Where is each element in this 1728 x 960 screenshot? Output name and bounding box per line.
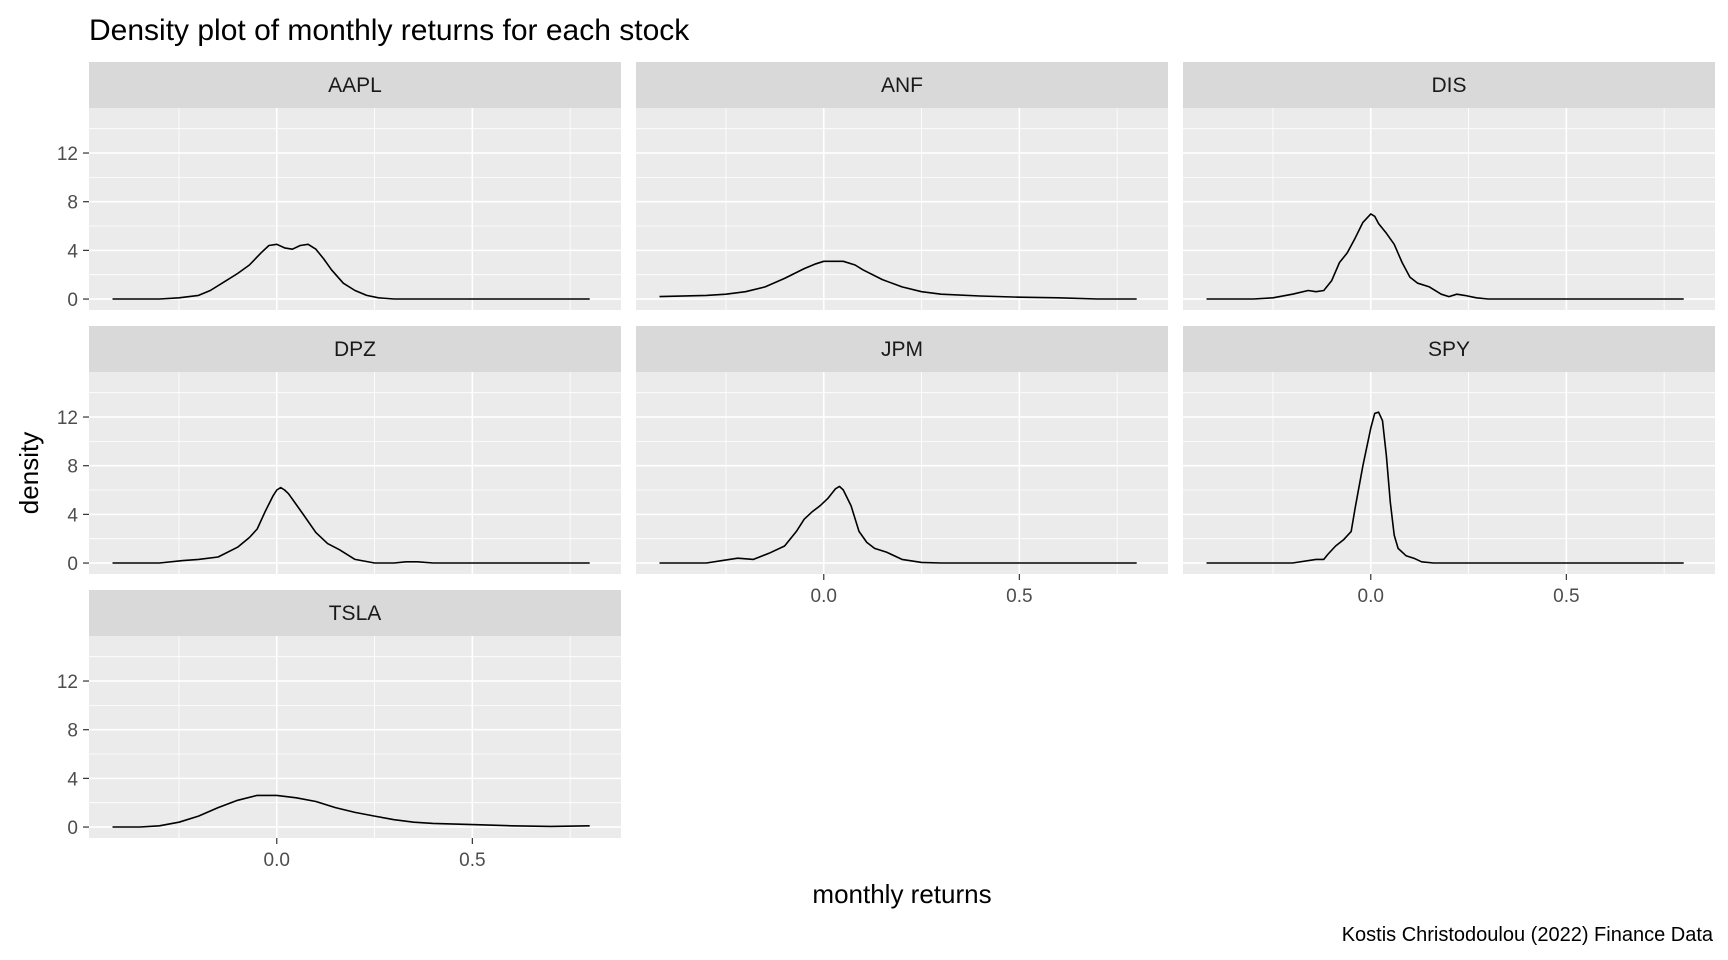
facet-strip-label: ANF [881, 74, 923, 97]
panel-background [89, 636, 621, 838]
facet-strip-label: TSLA [329, 602, 382, 625]
facet-anf: ANF [636, 62, 1168, 310]
y-tick-label: 0 [67, 554, 78, 575]
chart-caption: Kostis Christodoulou (2022) Finance Data [1342, 924, 1714, 946]
density-line-dis [1206, 213, 1684, 300]
y-tick-label: 8 [67, 457, 78, 478]
x-tick-label: 0.0 [811, 586, 837, 607]
y-tick-label: 0 [67, 290, 78, 311]
y-tick-label: 8 [67, 193, 78, 214]
facet-tsla: TSLA 0 4 8 12 0.0 0.5 [57, 590, 621, 871]
panel-background [1183, 108, 1715, 310]
panel-background [636, 108, 1168, 310]
facet-strip [1183, 326, 1715, 372]
chart-title: Density plot of monthly returns for each… [89, 14, 690, 47]
density-line-spy [1206, 411, 1684, 564]
facet-strip-label: DPZ [334, 338, 376, 361]
facet-strip [89, 326, 621, 372]
facet-strip-label: DIS [1431, 74, 1466, 97]
facet-panels: AAPL 0 4 8 12 ANF DIS DPZ 0 4 8 12 JPM 0.0 0.5 SPY 0.0 0.… [57, 62, 1715, 871]
y-tick-label: 4 [67, 241, 78, 262]
y-tick-label: 4 [67, 769, 78, 790]
facet-strip [636, 62, 1168, 108]
density-line-anf [659, 260, 1137, 300]
panel-background [89, 372, 621, 574]
y-tick-label: 8 [67, 721, 78, 742]
facet-spy: SPY 0.0 0.5 [1183, 326, 1715, 607]
facet-jpm: JPM 0.0 0.5 [636, 326, 1168, 607]
x-tick-label: 0.5 [1006, 586, 1032, 607]
facet-strip [1183, 62, 1715, 108]
x-tick-label: 0.5 [459, 850, 485, 871]
density-line-dpz [112, 486, 590, 564]
x-tick-label: 0.0 [264, 850, 290, 871]
density-line-tsla [112, 794, 590, 828]
facet-dpz: DPZ 0 4 8 12 [57, 326, 621, 575]
y-tick-label: 4 [67, 505, 78, 526]
facet-dis: DIS [1183, 62, 1715, 310]
y-tick-label: 12 [57, 144, 78, 165]
density-line-jpm [659, 485, 1137, 564]
panel-background [636, 372, 1168, 574]
x-tick-label: 0.5 [1553, 586, 1579, 607]
facet-strip [636, 326, 1168, 372]
x-axis-title: monthly returns [812, 879, 991, 909]
y-tick-label: 0 [67, 818, 78, 839]
facet-strip-label: SPY [1428, 338, 1470, 361]
y-tick-label: 12 [57, 408, 78, 429]
y-axis-title: density [14, 432, 44, 514]
facet-strip-label: AAPL [328, 74, 382, 97]
facet-strip [89, 590, 621, 636]
facet-strip [89, 62, 621, 108]
density-line-aapl [112, 243, 590, 300]
facet-strip-label: JPM [881, 338, 923, 361]
facet-aapl: AAPL 0 4 8 12 [57, 62, 621, 311]
y-tick-label: 12 [57, 672, 78, 693]
panel-background [89, 108, 621, 310]
panel-background [1183, 372, 1715, 574]
x-tick-label: 0.0 [1358, 586, 1384, 607]
